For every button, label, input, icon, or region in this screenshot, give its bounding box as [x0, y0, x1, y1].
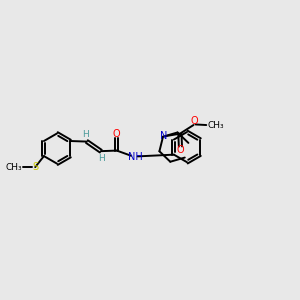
Text: O: O: [113, 129, 121, 139]
Text: O: O: [190, 116, 198, 126]
Text: S: S: [32, 162, 38, 172]
Text: CH₃: CH₃: [6, 163, 22, 172]
Text: CH₃: CH₃: [208, 121, 224, 130]
Text: O: O: [177, 145, 184, 155]
Text: H: H: [82, 130, 89, 139]
Text: H: H: [99, 154, 105, 163]
Text: N: N: [160, 131, 167, 141]
Text: NH: NH: [128, 152, 143, 162]
